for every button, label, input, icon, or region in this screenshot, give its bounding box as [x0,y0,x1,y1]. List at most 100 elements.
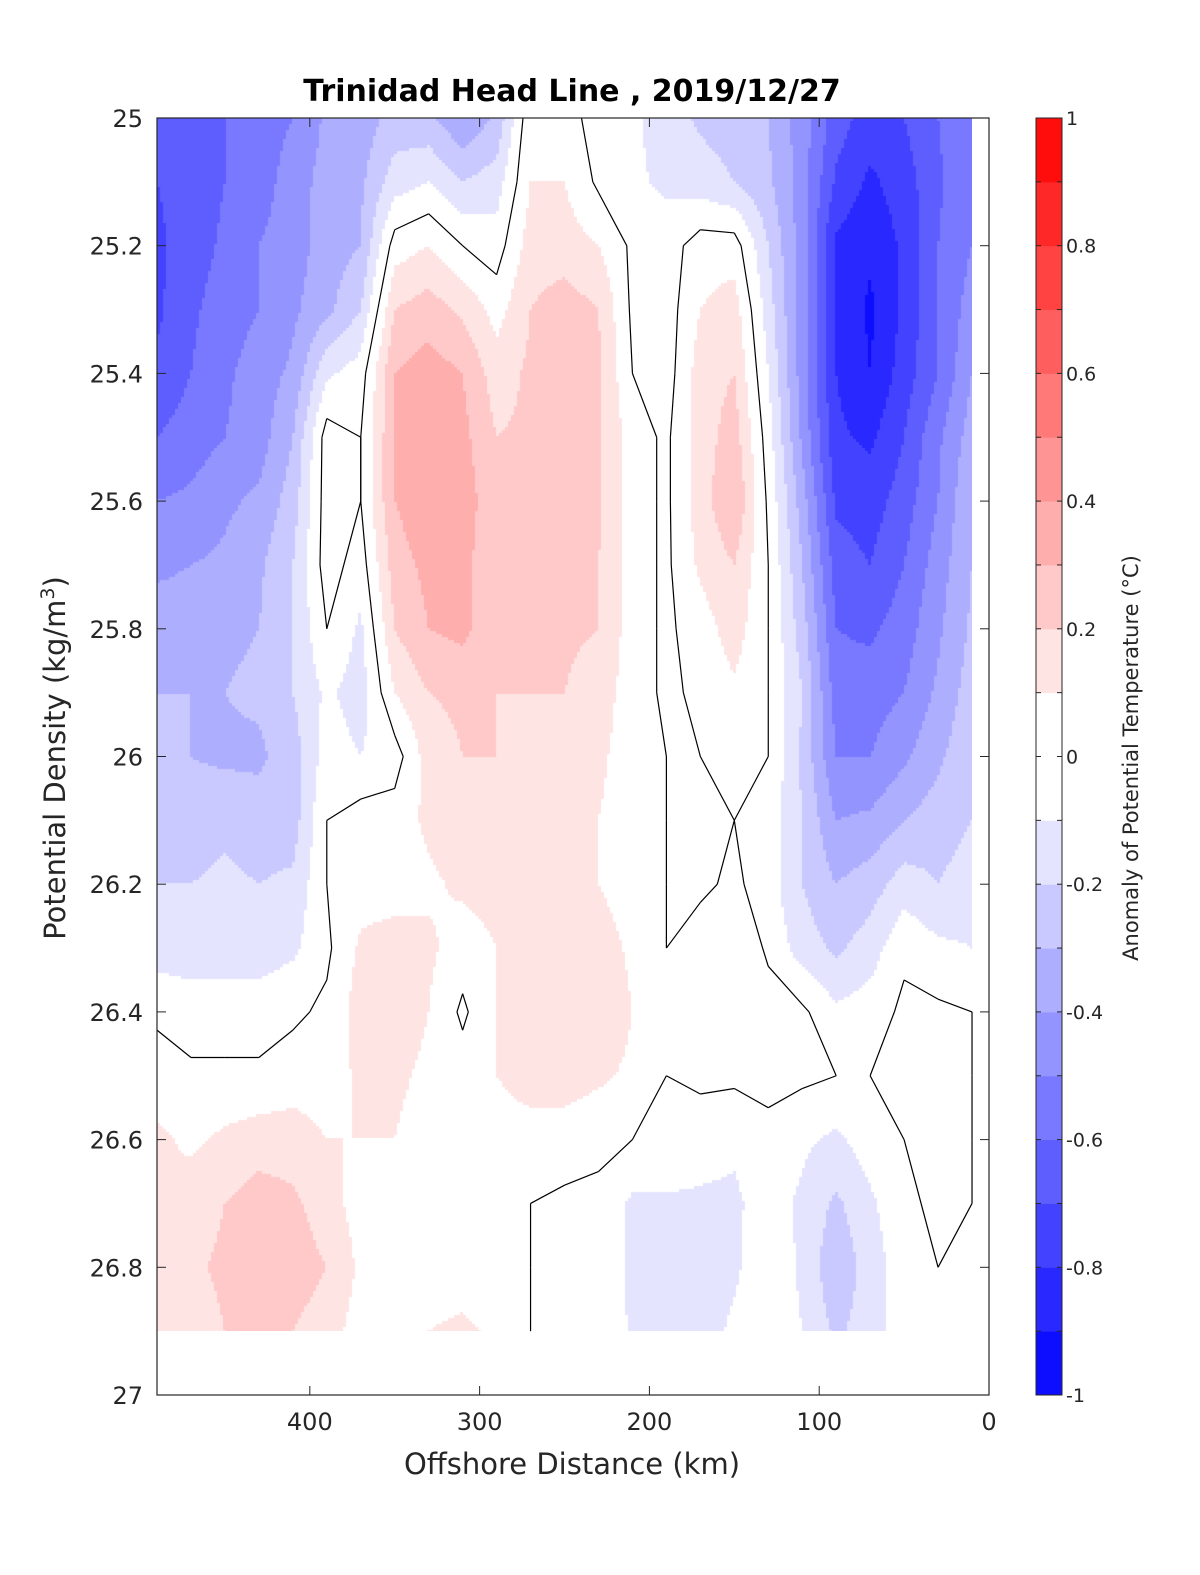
zero-contour-segment [734,1087,769,1109]
x-axis-label: Offshore Distance (km) [404,1447,740,1481]
zero-contour-segment [733,232,742,246]
zero-contour-segment [319,501,322,565]
zero-contour-segment [326,884,333,949]
zero-contour-segment [530,1184,565,1204]
colorbar-tick-label: -0.2 [1066,874,1103,896]
colorbar-band [1036,1011,1062,1077]
x-tick-label: 200 [627,1408,673,1436]
anomaly-field [157,118,972,1331]
zero-contour-segment [360,787,395,800]
colorbar-band [1036,373,1062,438]
zero-contour-segment [428,213,464,247]
zero-contour-segment [462,245,497,276]
y-tick-label: 25.4 [90,360,143,388]
colorbar: -1 -0.8 -0.6 -0.4 -0.2 0 0.2 0.4 0.6 0.8 1 [1035,108,1103,1407]
zero-contour-segment [597,192,628,246]
y-axis-label-sup: 3 [37,587,59,599]
colorbar-band [1036,245,1062,311]
zero-contour-segment [937,1203,973,1268]
zero-contour-segment [903,1139,922,1204]
y-tick-label: 26.8 [90,1254,143,1282]
zero-contour-segment [733,820,745,885]
zero-contour-segment [292,1011,311,1031]
y-tick-label: 25.6 [90,488,143,516]
zero-contour-segment [631,1075,667,1140]
zero-contour-segment [656,692,667,757]
colorbar-tick-label: 0.4 [1066,491,1096,513]
zero-contour-segment [682,229,701,247]
zero-contour-segment [360,501,368,566]
zero-contour-segment [802,1075,837,1090]
zero-contour-segment [682,692,701,757]
zero-contour-segment [699,756,735,821]
zero-contour-segment [258,1029,294,1058]
zero-contour-segment [462,993,469,1013]
zero-contour-segment [669,501,672,565]
zero-contour-segment [580,117,594,182]
zero-contour-segment [326,798,362,821]
zero-contour-segment [801,1003,810,1013]
colorbar-tick-label: 0.6 [1066,363,1096,385]
colorbar-band [1036,1331,1062,1396]
zero-contour-segment [733,756,769,821]
zero-contour-segment [326,947,333,981]
zero-contour-segment [377,245,391,310]
zero-contour-segment [767,1087,803,1109]
x-tick-label: 0 [981,1408,996,1436]
colorbar-band [1036,309,1062,374]
zero-contour-segment [631,373,658,438]
colorbar-band [1036,118,1062,183]
y-tick-label: 26.4 [90,999,143,1027]
zero-contour-segment [496,245,506,275]
zero-contour-segment [675,628,684,693]
zero-contour-segment [765,501,769,565]
colorbar-band [1036,181,1062,247]
x-tick-label: 400 [287,1408,333,1436]
colorbar-bands [1036,118,1062,1396]
zero-contour-segment [394,756,404,789]
zero-contour-segment [394,213,429,231]
colorbar-band [1036,820,1062,885]
zero-contour-segment [666,1075,701,1095]
zero-contour-segment [893,979,905,1013]
colorbar-tick-label: -1 [1066,1385,1085,1407]
zero-contour-segment [365,564,375,629]
colorbar-tick-label: -0.8 [1066,1257,1103,1279]
zero-contour-segment [343,500,362,566]
zero-contour-segment [389,229,396,246]
colorbar-tick-label: 0 [1066,747,1078,769]
zero-contour-segment [762,437,767,502]
y-tick-label: 25.8 [90,616,143,644]
zero-contour-segment [456,993,464,1013]
colorbar-band [1036,1075,1062,1141]
zero-contour-segment [156,1029,192,1058]
colorbar-tick-label: 0.2 [1066,619,1096,641]
zero-contour-segment [319,564,328,629]
zero-contour-segment [669,373,676,438]
zero-contour-segment [869,1011,895,1076]
zero-contour-segment [750,309,758,374]
zero-contour-segment [665,902,701,949]
zero-contour-segment [740,245,752,310]
zero-contour-segment [365,309,379,374]
y-axis-label: Potential Density (kg/m3) [37,576,72,940]
colorbar-tick-label: -0.6 [1066,1130,1103,1152]
zero-contour-segment [626,245,630,310]
zero-contour-segment [321,418,328,438]
zero-contour-segment [372,628,382,693]
zero-contour-segment [380,692,396,736]
chart-title: Trinidad Head Line , 2019/12/27 [303,74,840,109]
colorbar-band [1036,884,1062,949]
anomaly-field-image [157,118,972,1331]
zero-contour-segment [869,1075,905,1140]
y-axis-label-main: Potential Density (kg/m [38,600,72,940]
y-tick-label: 26 [112,744,143,772]
zero-contour-segment [700,229,735,234]
colorbar-band [1036,948,1062,1013]
zero-contour-lines [156,117,973,1332]
y-tick-label: 26.6 [90,1127,143,1155]
y-tick-label: 25 [112,105,143,133]
zero-contour-segment [743,884,764,949]
zero-contour-segment [516,117,524,182]
